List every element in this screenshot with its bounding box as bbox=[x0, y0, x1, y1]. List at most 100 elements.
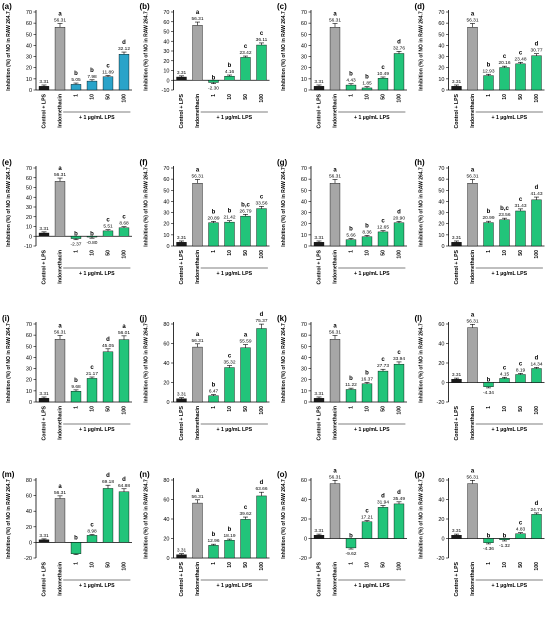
y-tick-label: 0 bbox=[166, 244, 169, 250]
x-tick-label: 50 bbox=[518, 562, 524, 568]
y-tick-label: 20 bbox=[163, 222, 169, 228]
data-label: 36.11 bbox=[256, 37, 268, 43]
x-tick-label: 50 bbox=[243, 94, 249, 100]
y-tick-label: 0 bbox=[29, 400, 32, 406]
chart-panel: (o)Inhibition (%) of NO in RAW 264.7 -20 0… bbox=[277, 468, 407, 596]
bar bbox=[54, 181, 66, 237]
x-tick-label: 1 bbox=[211, 94, 217, 97]
y-tick-label: 70 bbox=[301, 166, 307, 172]
data-label: 3.31 bbox=[177, 392, 187, 398]
significance-letter: c bbox=[260, 194, 264, 200]
significance-letter: a bbox=[333, 323, 337, 329]
significance-letter: b bbox=[487, 62, 491, 68]
y-tick-label: 60 bbox=[438, 478, 444, 484]
y-axis-title: Inhibition (%) of NO in RAW 264.7 bbox=[281, 167, 287, 247]
bar bbox=[483, 222, 494, 247]
data-label: 6.47 bbox=[209, 389, 219, 395]
significance-letter: d bbox=[260, 312, 264, 318]
panel-label: (a) bbox=[2, 2, 12, 11]
data-label: 11.22 bbox=[345, 382, 357, 388]
data-label: 3.31 bbox=[177, 235, 187, 241]
y-tick-label: 30 bbox=[301, 55, 307, 61]
y-tick-label: 60 bbox=[26, 21, 32, 27]
bar bbox=[313, 535, 325, 539]
x-tick-label: 50 bbox=[381, 250, 387, 256]
bar bbox=[377, 507, 389, 539]
significance-letter: b bbox=[74, 378, 78, 384]
y-tick-label: 50 bbox=[163, 30, 169, 36]
y-axis-title: Inhibition (%) of NO in RAW 264.7 bbox=[419, 479, 425, 559]
y-tick-label: 60 bbox=[301, 177, 307, 183]
bar bbox=[70, 391, 82, 403]
x-tick-label: Control + LPS bbox=[317, 561, 323, 596]
bar bbox=[377, 231, 389, 247]
y-tick-label: 20 bbox=[163, 381, 169, 387]
data-label: 33.56 bbox=[255, 200, 267, 206]
x-tick-label: 50 bbox=[106, 406, 112, 412]
data-label: 3.31 bbox=[314, 79, 324, 85]
significance-letter: c bbox=[503, 365, 507, 371]
data-label: 64.88 bbox=[118, 483, 130, 489]
y-tick-label: 20 bbox=[163, 59, 169, 65]
y-tick-label: 0 bbox=[166, 556, 169, 562]
bar bbox=[118, 491, 130, 543]
y-tick-label: 60 bbox=[163, 177, 169, 183]
significance-letter: a bbox=[122, 324, 126, 330]
x-tick-label: Control + LPS bbox=[179, 405, 185, 440]
significance-letter: b bbox=[365, 223, 369, 229]
bar bbox=[499, 219, 510, 247]
data-label: 3.31 bbox=[452, 372, 462, 378]
x-tick-label: Indomethacin bbox=[333, 562, 339, 596]
chart-panel: (b)Inhibition (%) of NO in RAW 264.7 -10 0… bbox=[140, 2, 270, 128]
significance-letter: b bbox=[228, 209, 232, 215]
data-label: 12.96 bbox=[207, 538, 219, 544]
bar bbox=[531, 55, 542, 91]
panel-label: (n) bbox=[140, 470, 151, 479]
significance-letter: a bbox=[471, 11, 475, 17]
data-label: 23.56 bbox=[498, 212, 510, 218]
bar bbox=[70, 542, 82, 554]
significance-letter: d bbox=[535, 355, 539, 361]
bar bbox=[256, 495, 267, 559]
significance-letter: d bbox=[397, 209, 401, 215]
y-tick-label: 0 bbox=[29, 88, 32, 94]
data-label: 20.90 bbox=[393, 215, 405, 221]
x-tick-label: Indomethacin bbox=[470, 406, 476, 440]
significance-letter: b,c bbox=[500, 206, 509, 212]
data-label: 20.89 bbox=[207, 215, 219, 221]
bar bbox=[192, 25, 203, 81]
significance-letter: a bbox=[58, 323, 62, 329]
data-label: 24.74 bbox=[530, 507, 542, 513]
x-tick-label: Indomethacin bbox=[195, 94, 201, 128]
y-tick-label: 0 bbox=[29, 234, 32, 240]
group-label: + 1 µg/mL LPS bbox=[491, 115, 527, 121]
y-tick-label: 30 bbox=[438, 55, 444, 61]
significance-letter: d bbox=[381, 493, 385, 499]
y-tick-label: -10 bbox=[24, 244, 32, 250]
data-label: 39.62 bbox=[239, 511, 251, 517]
data-label: 5.05 bbox=[71, 77, 81, 83]
data-label: 8.68 bbox=[119, 221, 129, 227]
significance-letter: b bbox=[212, 75, 216, 81]
y-tick-label: 50 bbox=[26, 344, 32, 350]
x-tick-label: Control + LPS bbox=[42, 249, 48, 284]
bar bbox=[240, 57, 251, 81]
y-tick-label: 40 bbox=[163, 39, 169, 45]
y-axis-title: Inhibition (%) of NO in RAW 264.7 bbox=[281, 11, 287, 91]
data-label: -0.80 bbox=[87, 240, 98, 246]
data-label: 3.31 bbox=[39, 391, 49, 397]
y-tick-label: 60 bbox=[301, 333, 307, 339]
significance-letter: c bbox=[244, 44, 248, 50]
x-tick-label: 100 bbox=[397, 406, 403, 415]
y-tick-label: 10 bbox=[301, 77, 307, 83]
x-tick-label: 10 bbox=[365, 406, 371, 412]
bar bbox=[515, 210, 526, 247]
x-tick-label: 50 bbox=[243, 562, 249, 568]
chart-panel: (j)Inhibition (%) of NO in RAW 264.7 0 20 4… bbox=[140, 312, 270, 440]
data-label: 3.31 bbox=[39, 533, 49, 539]
x-tick-label: 50 bbox=[243, 406, 249, 412]
y-tick-label: 10 bbox=[301, 389, 307, 395]
y-tick-label: 20 bbox=[26, 66, 32, 72]
x-tick-label: Control + LPS bbox=[42, 93, 48, 128]
x-tick-label: 1 bbox=[74, 562, 80, 565]
